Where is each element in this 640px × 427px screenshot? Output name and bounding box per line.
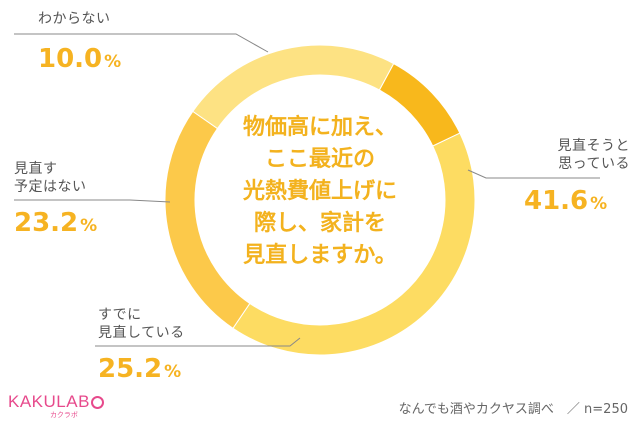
leader-line-slice-3 (14, 33, 269, 53)
slice-label-line: わからない (38, 11, 111, 27)
source-footnote: なんでも酒やカクヤス調べ ／ n=250 (398, 402, 628, 417)
slice-value-0: 41.6% (524, 186, 607, 219)
slice-label-2: 見直す 予定はない (14, 160, 87, 196)
question-line: ここ最近の (264, 147, 375, 172)
logo-subtext: カクラボ (49, 411, 78, 419)
slice-value-number: 10.0 (38, 44, 103, 74)
logo-circle-icon (90, 396, 104, 409)
slice-label-line: 予定はない (14, 179, 87, 195)
slice-value-2: 23.2% (14, 208, 97, 241)
slice-label-3: わからない (38, 10, 111, 28)
donut-slice-3 (378, 62, 461, 147)
slice-label-0: 見直そうと 思っている (558, 137, 631, 173)
slice-value-3: 10.0% (38, 44, 121, 77)
question-line: 見直しますか。 (243, 243, 397, 268)
slice-label-line: 思っている (558, 156, 630, 172)
leader-line-slice-0 (467, 169, 600, 179)
slice-value-1: 25.2% (98, 354, 181, 387)
slice-value-number: 25.2 (98, 354, 163, 384)
logo-text: KAKULAB (8, 392, 90, 411)
question-line: 光熱費値上げに (242, 179, 397, 204)
slice-value-unit: % (80, 216, 98, 236)
slice-label-line: 見直す (14, 161, 58, 177)
chart-center-question: 物価高に加え、 ここ最近の 光熱費値上げに 際し、家計を 見直しますか。 (205, 112, 435, 272)
kakulabo-logo: KAKULAB カクラボ (8, 393, 104, 425)
leader-line-slice-1 (95, 337, 301, 347)
question-line: 際し、家計を (253, 211, 386, 236)
slice-value-unit: % (590, 194, 608, 214)
slice-value-unit: % (164, 362, 182, 382)
slice-value-unit: % (104, 52, 122, 72)
slice-label-1: すでに 見直している (98, 306, 185, 342)
slice-label-line: 見直している (98, 325, 185, 341)
slice-value-number: 41.6 (524, 186, 589, 216)
slice-value-number: 23.2 (14, 208, 79, 238)
slice-label-line: すでに (98, 307, 142, 323)
question-line: 物価高に加え、 (242, 115, 397, 140)
leader-line-slice-2 (14, 199, 171, 203)
slice-label-line: 見直そうと (557, 138, 630, 154)
